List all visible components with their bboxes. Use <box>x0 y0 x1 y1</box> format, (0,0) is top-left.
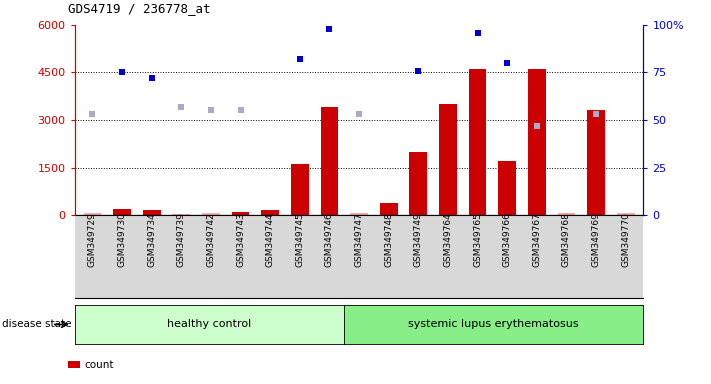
Bar <box>587 111 605 215</box>
Bar <box>321 107 338 215</box>
Bar <box>262 210 279 215</box>
Bar <box>380 203 397 215</box>
Bar <box>232 212 250 215</box>
Bar <box>498 161 516 215</box>
Bar <box>469 70 486 215</box>
Bar <box>528 70 546 215</box>
Bar <box>173 214 191 215</box>
Bar <box>557 213 575 215</box>
Text: systemic lupus erythematosus: systemic lupus erythematosus <box>408 319 579 329</box>
Text: disease state: disease state <box>2 319 72 329</box>
Bar <box>202 213 220 215</box>
Bar <box>351 212 368 215</box>
Bar <box>113 209 131 215</box>
Text: count: count <box>85 360 114 370</box>
Bar <box>410 152 427 215</box>
Bar <box>84 213 102 215</box>
Bar <box>143 210 161 215</box>
Text: GDS4719 / 236778_at: GDS4719 / 236778_at <box>68 2 210 15</box>
Bar <box>291 164 309 215</box>
Bar <box>617 213 635 215</box>
Bar <box>439 104 457 215</box>
Text: healthy control: healthy control <box>167 319 252 329</box>
